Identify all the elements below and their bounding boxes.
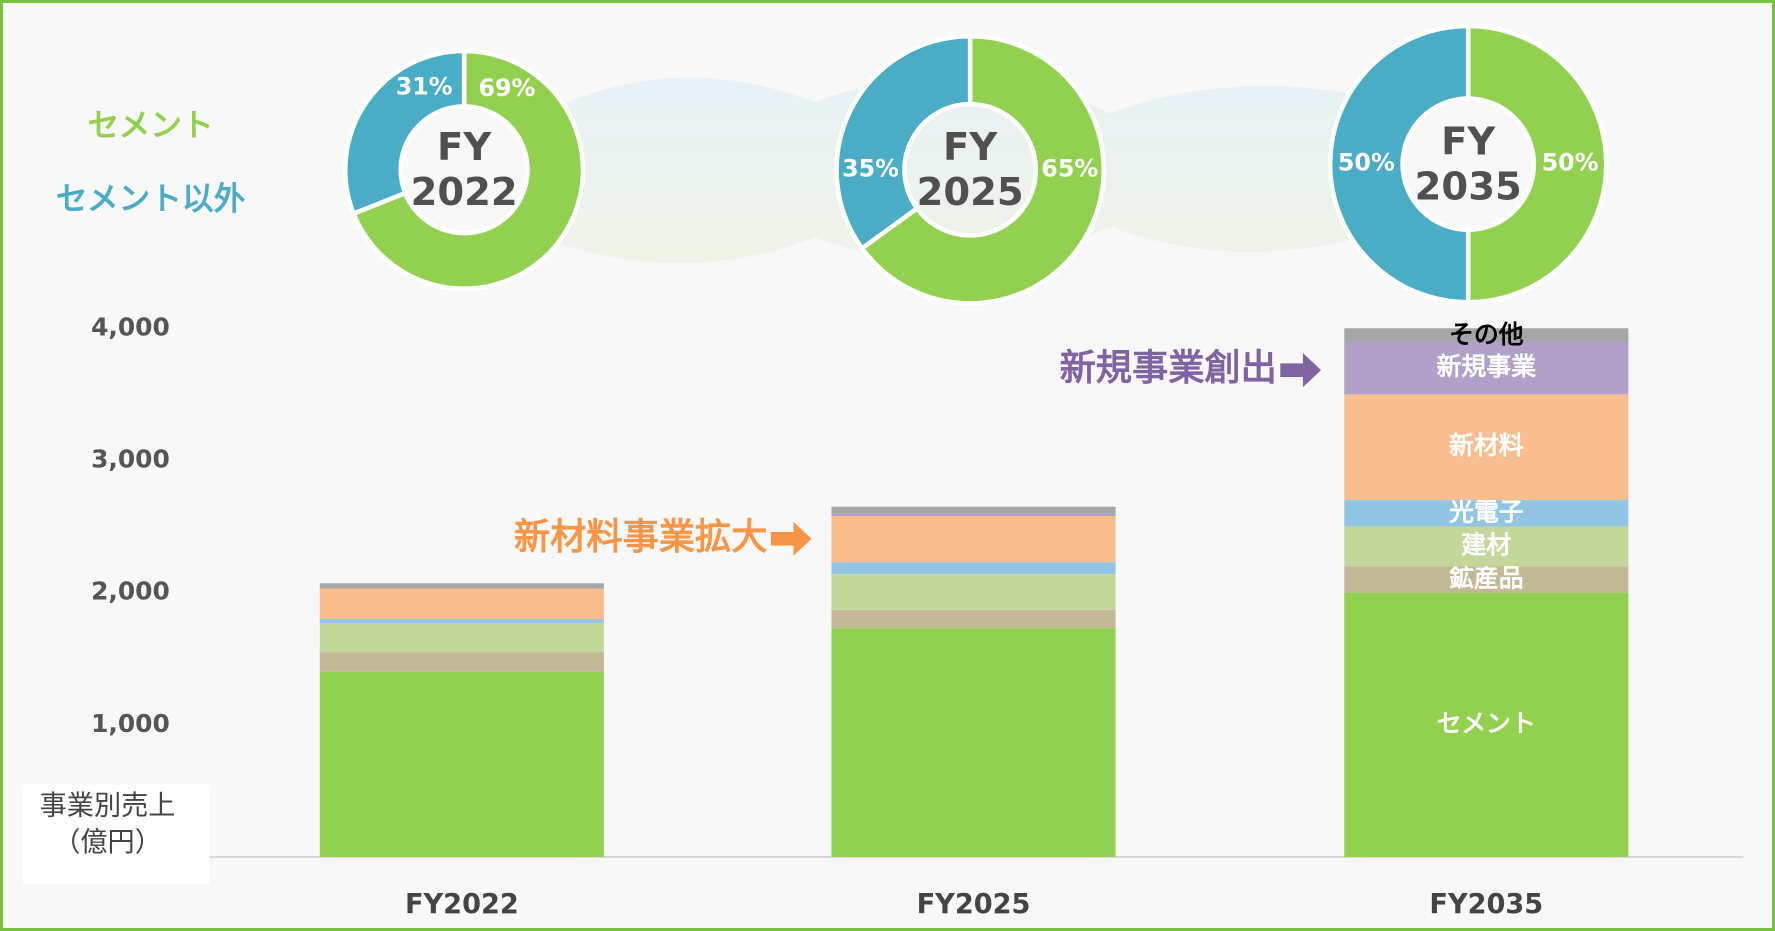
x-tick-label: FY2022 <box>405 889 519 920</box>
bar-segment <box>1344 592 1629 857</box>
bar-segment <box>831 574 1116 610</box>
bar-segment <box>1344 341 1629 395</box>
donut-slice <box>342 48 467 217</box>
bar-segment <box>1344 394 1629 501</box>
donut-center-label: 2025 <box>917 170 1024 215</box>
bar-segment <box>831 609 1116 629</box>
bar-segment <box>831 562 1116 575</box>
donut-value-label: 69% <box>478 74 535 102</box>
y-axis-label: 事業別売上 <box>40 791 176 822</box>
bar-segment <box>1344 328 1629 342</box>
segment-label: 鉱産品 <box>1449 563 1524 592</box>
bar-segment <box>1344 526 1629 567</box>
bar-segment <box>319 652 604 672</box>
bar-segment <box>319 622 604 653</box>
donut-center-label: FY <box>943 125 998 170</box>
donut-center-label: FY <box>1441 119 1496 164</box>
segment-label: 新材料 <box>1449 431 1524 460</box>
bar-segment <box>831 513 1116 516</box>
segment-label: その他 <box>1449 320 1524 349</box>
donut-slice <box>1327 23 1471 305</box>
bar-segment <box>319 671 604 857</box>
segment-label: 建材 <box>1461 530 1511 559</box>
donut-value-label: 65% <box>1041 154 1098 182</box>
donut-slice <box>858 33 1106 306</box>
y-tick-label: 3,000 <box>91 444 170 473</box>
bar-segment <box>1344 500 1629 527</box>
y-tick-label: 4,000 <box>91 312 170 341</box>
x-tick-label: FY2025 <box>917 889 1031 920</box>
bar-segment <box>319 588 604 620</box>
bar-segment <box>831 515 1116 563</box>
segment-label: 光電子 <box>1448 497 1524 526</box>
axis-label-bg <box>22 784 210 885</box>
annotation-arrow <box>770 521 812 556</box>
donut-slice <box>350 48 586 291</box>
y-tick-label: 2,000 <box>91 577 170 606</box>
donut-center-label: 2022 <box>411 170 518 215</box>
segment-label: 新規事業 <box>1437 352 1537 381</box>
segment-label: セメント <box>1437 709 1536 738</box>
donut-slice <box>1465 23 1609 305</box>
donut-value-label: 35% <box>842 154 899 182</box>
donut-center-label: 2035 <box>1415 165 1522 210</box>
donut-value-label: 50% <box>1338 149 1395 177</box>
donut-value-label: 50% <box>1542 149 1599 177</box>
annotation-arrow <box>1280 353 1322 388</box>
y-axis-label: （億円） <box>53 827 162 858</box>
annotation: 新規事業創出 <box>1060 346 1277 389</box>
donut-slice <box>834 33 973 252</box>
legend-label: セメント <box>87 108 213 144</box>
bar-segment <box>831 506 1116 514</box>
donut-value-label: 31% <box>396 72 453 100</box>
bar-segment <box>1344 566 1629 593</box>
bar-segment <box>319 583 604 589</box>
bar-segment <box>831 628 1116 857</box>
bar-segment <box>319 619 604 623</box>
background-wave <box>543 77 1393 264</box>
y-tick-label: 1,000 <box>91 709 170 738</box>
legend-label: セメント以外 <box>56 181 246 217</box>
donut-center-label: FY <box>437 125 492 170</box>
x-tick-label: FY2035 <box>1429 889 1543 920</box>
annotation: 新材料事業拡大 <box>514 515 768 558</box>
